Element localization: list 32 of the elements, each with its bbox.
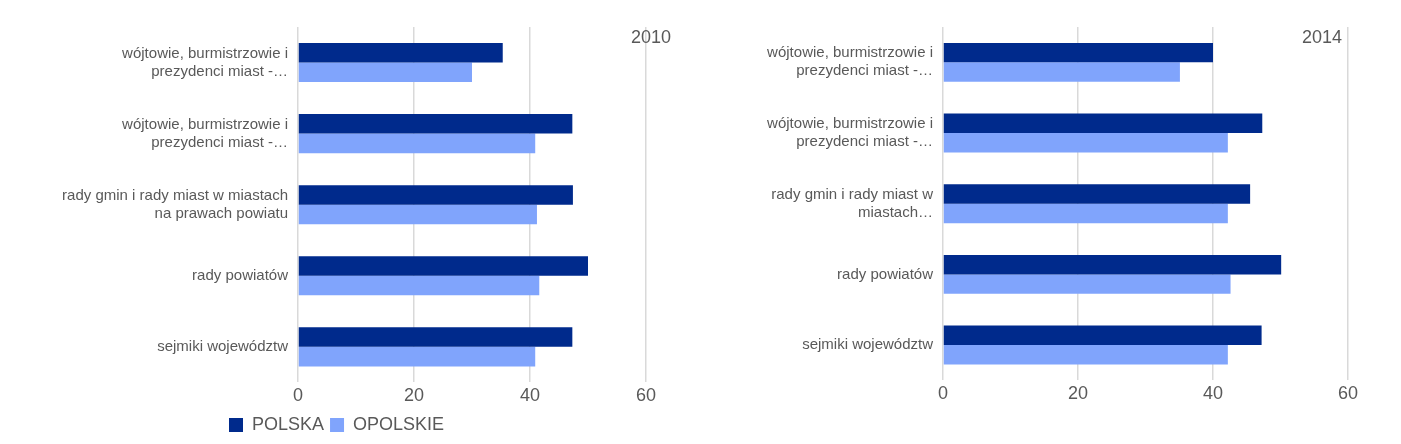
bar xyxy=(298,114,573,134)
x-tick-label: 20 xyxy=(1067,383,1089,404)
bar xyxy=(298,327,573,347)
y-tick-label: sejmiki województw xyxy=(802,335,934,353)
x-tick-label: 20 xyxy=(403,385,425,406)
y-tick-label: rady gmin i rady miast w miastach na prawach powiatu xyxy=(62,185,288,221)
bar xyxy=(298,256,588,276)
x-tick-label: 0 xyxy=(937,383,949,404)
bar xyxy=(298,62,472,83)
x-tick-label: 40 xyxy=(1202,383,1224,404)
x-tick-label: 40 xyxy=(519,385,541,406)
y-tick-label: rady powiatów xyxy=(192,265,289,283)
bar xyxy=(298,275,540,296)
y-tick-label: wójtowie, burmistrzowie i prezydenci miast -… xyxy=(121,114,288,150)
x-tick-label: 60 xyxy=(1337,383,1359,404)
y-tick-label: rady gmin i rady miast w miastach… xyxy=(771,184,934,220)
bar xyxy=(298,346,536,367)
x-tick-label: 0 xyxy=(292,385,304,406)
legend-label: POLSKA xyxy=(252,413,325,434)
bar xyxy=(298,185,573,205)
chart-title: 2010 xyxy=(630,26,671,47)
bar xyxy=(298,42,503,63)
y-tick-label: wójtowie, burmistrzowie i prezydenci miast -… xyxy=(766,114,933,150)
chart-title: 2014 xyxy=(1301,26,1342,47)
y-tick-label: wójtowie, burmistrzowie i prezydenci miast -… xyxy=(121,43,288,79)
y-tick-label: sejmiki województw xyxy=(157,337,289,354)
y-tick-label: rady powiatów xyxy=(837,264,934,282)
x-tick-label: 60 xyxy=(635,385,657,406)
bar xyxy=(298,204,537,225)
bar xyxy=(298,133,536,154)
y-tick-label: wójtowie, burmistrzowie i prezydenci miast -… xyxy=(766,43,933,79)
legend-label: OPOLSKIE xyxy=(353,413,445,434)
